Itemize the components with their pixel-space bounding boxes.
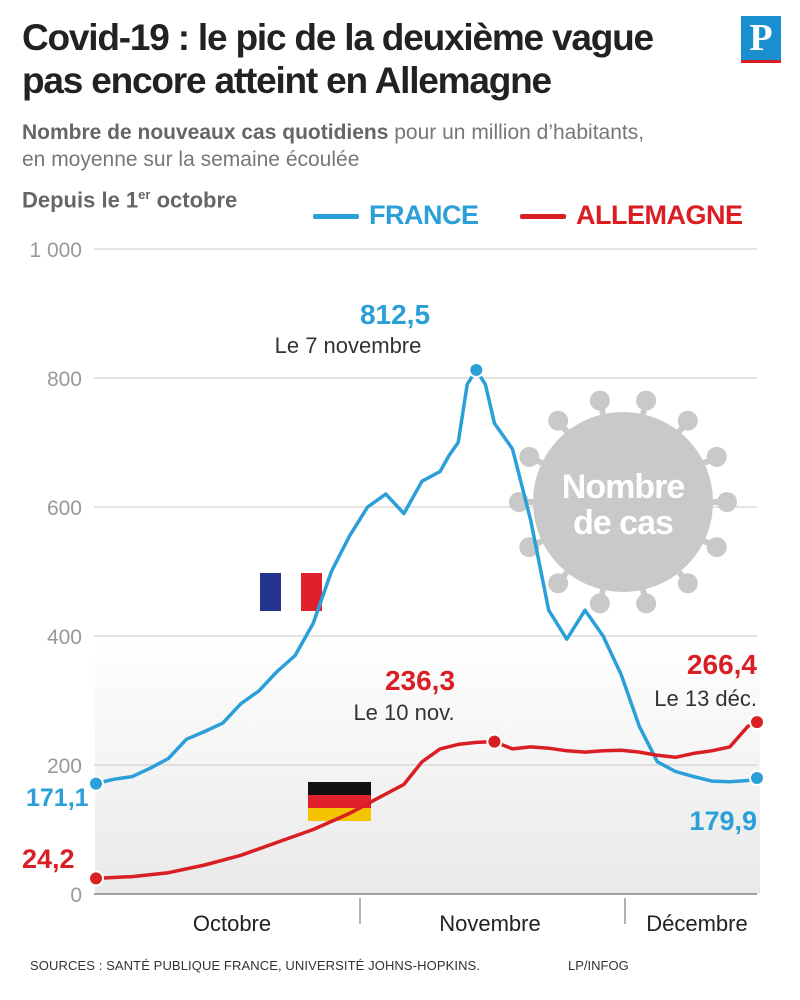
legend-germany-label: ALLEMAGNE: [576, 200, 743, 230]
virus-spike-tip: [589, 390, 610, 411]
y-tick-label-200: 200: [47, 755, 82, 778]
germany-start-label: 24,2: [22, 844, 75, 874]
le-parisien-logo: P: [741, 16, 781, 60]
france-peak-point: [468, 361, 485, 378]
y-tick-label-600: 600: [47, 497, 82, 520]
virus-spike-tip: [706, 446, 727, 467]
virus-spike-tip: [519, 446, 540, 467]
x-axis: Octobre Novembre Décembre: [94, 893, 757, 936]
virus-spike-tip: [677, 573, 698, 594]
germany-mark-date: Le 10 nov.: [353, 700, 454, 725]
france-peak-label: 812,5: [360, 299, 430, 330]
title-line-2: pas encore atteint en Allemagne: [22, 60, 552, 101]
y-tick-label-800: 800: [47, 368, 82, 391]
legend-france: FRANCE: [313, 200, 479, 231]
france-start-point: [88, 775, 104, 792]
y-tick-label-1000: 1 000: [29, 239, 82, 262]
period-sup: er: [138, 187, 151, 202]
period-label: Depuis le 1er octobre: [22, 187, 237, 213]
virus-spike-tip: [548, 410, 569, 431]
virus-label-line-1: Nombre: [562, 468, 685, 506]
flags: [260, 573, 371, 821]
legend-germany: ALLEMAGNE: [520, 200, 743, 231]
france-start-label: 171,1: [26, 784, 89, 812]
chart-title: Covid-19 : le pic de la deuxième vague p…: [22, 16, 712, 102]
title-line-1: Covid-19 : le pic de la deuxième vague: [22, 17, 654, 58]
virus-icon: Nombre de cas: [509, 390, 737, 614]
virus-spike-tip: [717, 492, 737, 512]
virus-spike-tip: [636, 593, 657, 614]
credit-note: LP/INFOG: [568, 958, 629, 973]
virus-body: [533, 412, 713, 592]
virus-label: Nombre de cas: [562, 468, 685, 542]
virus-spike-tip: [677, 410, 698, 431]
germany-mark-label: 236,3: [385, 665, 455, 696]
series-line-germany: [94, 720, 759, 881]
flag-france-white: [281, 573, 301, 611]
y-tick-label-0: 0: [70, 884, 82, 907]
period-text: Depuis le 1: [22, 187, 139, 213]
x-month-label-2: Décembre: [646, 911, 747, 936]
virus-spike-tip: [636, 390, 657, 411]
virus-label-line-2: de cas: [573, 504, 673, 542]
germany-mark-point: [486, 733, 503, 750]
logo-underline: [741, 60, 781, 63]
germany-start-point: [88, 870, 104, 887]
flag-france-blue: [260, 573, 281, 611]
subtitle-bold: Nombre de nouveaux cas quotidiens: [22, 121, 389, 144]
series-line-france: [94, 368, 759, 786]
virus-spike-tip: [548, 573, 569, 594]
sources-note: SOURCES : SANTÉ PUBLIQUE FRANCE, UNIVERS…: [30, 958, 481, 973]
legend-france-label: FRANCE: [369, 200, 479, 230]
x-month-label-1: Novembre: [439, 911, 540, 936]
data-labels: 171,1 812,5 Le 7 novembre 179,9 24,2 236,3 Le …: [22, 299, 765, 887]
flag-germany-red: [308, 795, 371, 808]
germany-end-date: Le 13 déc.: [654, 686, 757, 711]
germany-end-point: [749, 714, 765, 731]
legend-germany-swatch: [520, 214, 566, 220]
y-tick-label-400: 400: [47, 626, 82, 649]
flag-germany-black: [308, 782, 371, 795]
legend-france-swatch: [313, 214, 359, 220]
x-month-label-0: Octobre: [193, 911, 271, 936]
virus-spike-tip: [706, 537, 727, 558]
flag-france-red: [301, 573, 322, 611]
germany-end-label: 266,4: [687, 649, 757, 680]
france-end-label: 179,9: [689, 806, 757, 836]
subtitle-rest: pour un million d’habitants,: [388, 121, 645, 144]
series-lines: [94, 368, 759, 881]
chart-subtitle: Nombre de nouveaux cas quotidiens pour u…: [22, 119, 782, 173]
virus-spike-tip: [589, 593, 610, 614]
subtitle-line-2: en moyenne sur la semaine écoulée: [22, 148, 360, 171]
france-peak-date: Le 7 novembre: [275, 333, 422, 358]
period-end: octobre: [150, 187, 238, 213]
france-end-point: [749, 769, 765, 786]
